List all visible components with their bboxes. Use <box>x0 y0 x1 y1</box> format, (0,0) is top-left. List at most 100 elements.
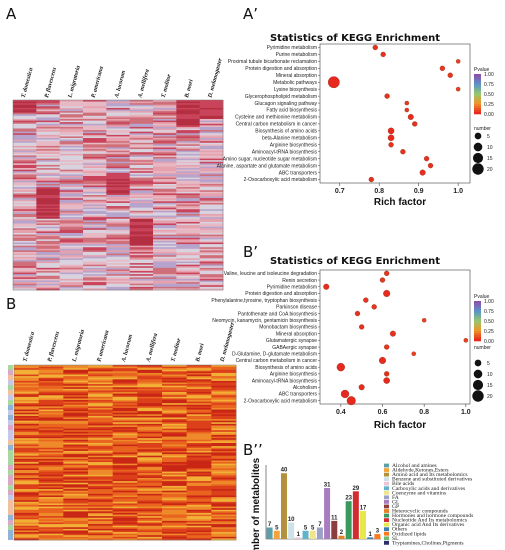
heatmap-cell <box>13 244 37 247</box>
heatmap-cell <box>36 264 61 267</box>
heatmap-cell <box>59 223 84 226</box>
row-annotation-cell <box>8 410 13 415</box>
metabolite-bar <box>352 491 359 539</box>
pvalue-gradient-cell <box>474 98 481 101</box>
heatmap-cell <box>14 471 40 474</box>
heatmap-cell <box>211 411 237 414</box>
heatmap-cell <box>63 371 89 374</box>
heatmap-cell <box>129 115 154 118</box>
heatmap-cell <box>36 283 61 286</box>
heatmap-cell <box>88 493 114 496</box>
heatmap-cell <box>106 285 131 288</box>
metabolite-bar <box>374 534 381 539</box>
heatmap-cell <box>186 442 212 445</box>
heatmap-cell <box>59 204 84 207</box>
heatmap-cell <box>106 114 131 117</box>
heatmap-cell <box>83 125 107 128</box>
heatmap-cell <box>176 228 201 231</box>
heatmap-cell <box>59 101 84 104</box>
heatmap-cell <box>112 404 138 407</box>
heatmap-cell <box>176 176 201 178</box>
heatmap-cell <box>106 147 131 150</box>
heatmap-cell <box>129 236 154 239</box>
heatmap-cell <box>153 101 177 104</box>
heatmap-cell <box>162 407 188 410</box>
heatmap-cell <box>59 253 84 256</box>
heatmap-cell <box>186 395 212 398</box>
heatmap-cell <box>162 476 188 479</box>
enrichment-point <box>384 344 390 350</box>
heatmap-cell <box>14 415 40 418</box>
heatmap-cell <box>13 183 37 186</box>
heatmap-cell <box>59 174 84 177</box>
pvalue-gradient-cell <box>474 317 481 320</box>
heatmap-cell <box>129 280 154 283</box>
heatmap-cell <box>13 275 37 278</box>
heatmap-cell <box>88 407 114 410</box>
heatmap-cell <box>63 398 89 401</box>
heatmap-cell <box>199 259 224 262</box>
heatmap-cell <box>186 477 212 480</box>
heatmap-cell <box>153 123 177 126</box>
heatmap-cell <box>112 532 138 535</box>
heatmap-cell <box>38 481 64 484</box>
heatmap-cell <box>36 183 61 186</box>
heatmap-cell <box>112 444 138 447</box>
heatmap-cell <box>199 155 224 158</box>
heatmap-cell <box>88 406 114 409</box>
heatmap-cell <box>36 272 61 275</box>
heatmap-cell <box>88 495 114 498</box>
heatmap-cell <box>59 183 84 186</box>
heatmap-cell <box>36 225 61 228</box>
number-legend-label: 15 <box>487 156 493 162</box>
heatmap-cell <box>137 382 163 385</box>
heatmap-cell <box>88 420 114 423</box>
heatmap-cell <box>14 520 40 523</box>
pathway-label: Arginine biosynthesis <box>270 142 318 148</box>
heatmap-cell <box>137 497 163 500</box>
heatmap-cell <box>211 473 237 476</box>
heatmap-cell <box>63 490 89 493</box>
heatmap-cell <box>162 447 188 450</box>
pathway-label: Alanine, aspartate and glutamate metabol… <box>217 163 317 169</box>
heatmap-cell <box>13 169 37 172</box>
heatmap-cell <box>176 117 201 120</box>
heatmap-cell <box>59 187 84 190</box>
heatmap-cell <box>153 259 177 262</box>
heatmap-cell <box>13 157 37 159</box>
enrichment-point <box>404 107 410 113</box>
heatmap-cell <box>38 395 64 398</box>
pvalue-legend-title-b-prime: Pvalue <box>474 294 490 300</box>
heatmap-cell <box>137 460 163 463</box>
heatmap-cell <box>176 115 201 118</box>
heatmap-cell <box>106 193 131 196</box>
heatmap-cell <box>59 106 84 109</box>
heatmap-cell <box>88 535 114 538</box>
heatmap-cell <box>63 374 89 377</box>
column-label: P. flavescens <box>44 66 58 98</box>
heatmap-cell <box>88 479 114 482</box>
heatmap-cell <box>38 460 64 463</box>
heatmap-cell <box>211 452 237 455</box>
heatmap-cell <box>38 492 64 495</box>
heatmap-cell <box>153 283 177 286</box>
heatmap-cell <box>112 392 138 395</box>
heatmap-cell <box>36 286 61 289</box>
heatmap-cell <box>162 536 188 539</box>
heatmap-cell <box>137 411 163 414</box>
heatmap-cell <box>153 237 177 240</box>
heatmap-cell <box>83 217 107 220</box>
heatmap-cell <box>13 269 37 272</box>
column-label: T. domestica <box>21 67 35 98</box>
heatmap-cell <box>36 128 61 131</box>
heatmap-cell <box>88 484 114 487</box>
heatmap-cell <box>13 172 37 175</box>
metabolite-bar <box>360 511 367 539</box>
heatmap-cell <box>38 396 64 399</box>
heatmap-cell <box>59 152 84 155</box>
column-label: B. mori <box>195 343 206 364</box>
heatmap-cell <box>211 379 237 382</box>
heatmap-cell <box>14 401 40 404</box>
heatmap-cell <box>83 214 107 216</box>
heatmap-cell <box>137 458 163 461</box>
